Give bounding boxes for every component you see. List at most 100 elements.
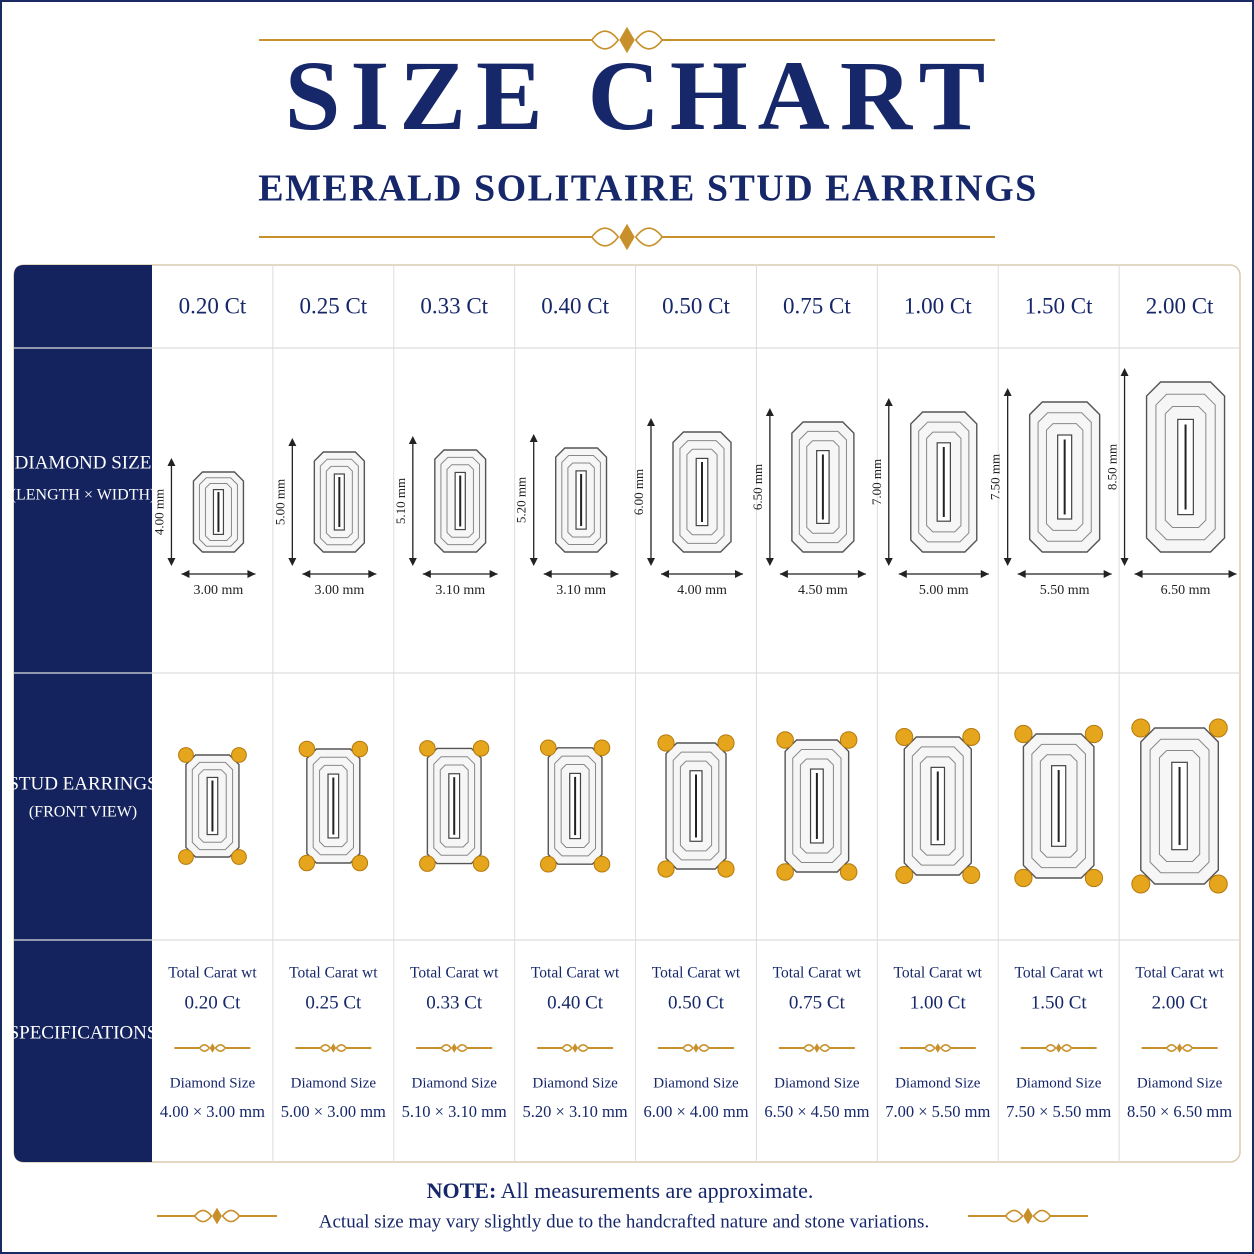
carat-header: 0.50 Ct (662, 293, 730, 318)
spec-size-label: Diamond Size (1137, 1075, 1223, 1091)
row-label-title: DIAMOND SIZE (15, 452, 152, 473)
prong (776, 863, 794, 881)
note-text: All measurements are approximate. (501, 1178, 814, 1203)
prong (1084, 868, 1104, 888)
length-label: 8.50 mm (1105, 444, 1120, 490)
ornament-flourish (561, 1044, 589, 1052)
diamond-step (560, 764, 590, 848)
arrow-head (181, 570, 256, 578)
width-label: 6.50 mm (1161, 583, 1211, 598)
diamond (784, 739, 850, 873)
diamond-step (433, 756, 476, 856)
prong (593, 739, 611, 757)
length-label: 7.00 mm (869, 459, 884, 505)
spec-carat: 1.00 Ct (910, 992, 967, 1013)
width-label: 4.00 mm (677, 583, 727, 598)
diamond-step (1039, 754, 1078, 858)
diamond (1028, 401, 1101, 553)
spec-size: 8.50 × 6.50 mm (1127, 1102, 1232, 1121)
prong (539, 739, 557, 757)
row-label-title: SPECIFICATIONS (9, 1022, 158, 1043)
diamond-step (911, 746, 964, 866)
spec-size-label: Diamond Size (532, 1075, 618, 1091)
diamond-step (446, 464, 474, 538)
diamond-step (672, 751, 720, 861)
prong (657, 734, 675, 752)
prong (419, 855, 436, 872)
prong (351, 740, 369, 758)
prong (298, 740, 316, 758)
prong (717, 734, 735, 752)
diamond-step (918, 421, 970, 543)
prong (539, 855, 557, 873)
row-label-subtitle: (FRONT VIEW) (29, 804, 137, 821)
disclaimer: Actual size may vary slightly due to the… (319, 1211, 929, 1232)
ornament-diamond (619, 223, 635, 251)
ornament-flourish (803, 1044, 831, 1052)
diamond-step (679, 440, 725, 544)
prong (472, 855, 490, 872)
spec-size: 4.00 × 3.00 mm (160, 1102, 265, 1121)
diamond-step (440, 456, 481, 546)
carat-header: 0.75 Ct (783, 293, 851, 318)
ornament-diamond (619, 26, 635, 54)
table-frame (13, 264, 1241, 1163)
spec-size: 7.00 × 5.50 mm (885, 1102, 990, 1121)
width-label: 3.00 mm (194, 583, 244, 598)
width-label: 4.50 mm (798, 583, 848, 598)
ornament-diamond (209, 1043, 216, 1053)
spec-size-label: Diamond Size (170, 1075, 256, 1091)
diamond-step (1037, 412, 1092, 542)
diamond-step (798, 430, 847, 544)
spec-carat: 0.25 Ct (305, 992, 362, 1013)
spec-size-label: Diamond Size (895, 1075, 981, 1091)
arrow-head (422, 570, 498, 578)
ornament-flourish (1166, 1044, 1193, 1052)
note-label: NOTE: (427, 1178, 497, 1203)
ornament-diamond (451, 1043, 458, 1053)
length-label: 5.20 mm (514, 477, 529, 523)
diamond-step (679, 760, 713, 852)
label-column (14, 265, 152, 1162)
diamond-step (1158, 749, 1201, 863)
ornament-diamond (1176, 1043, 1183, 1053)
diamond-step (198, 477, 238, 547)
prong (962, 866, 981, 884)
carat-header: 1.00 Ct (904, 293, 972, 318)
width-label: 3.00 mm (314, 583, 364, 598)
diamond (903, 736, 972, 876)
ornament-flourish (924, 1044, 952, 1052)
carat-header: 0.25 Ct (299, 293, 367, 318)
prong (1014, 868, 1033, 888)
row-label-title: STUD EARRINGS (8, 773, 157, 794)
ornament-flourish (591, 227, 663, 247)
carat-header: 2.00 Ct (1146, 293, 1214, 318)
prong (895, 728, 914, 746)
diamond (665, 742, 727, 870)
prong (231, 849, 247, 865)
carat-header: 0.40 Ct (541, 293, 609, 318)
diamond (1022, 733, 1095, 879)
spec-size: 5.10 × 3.10 mm (402, 1102, 507, 1121)
diamond-step (686, 448, 718, 536)
spec-carat: 2.00 Ct (1152, 992, 1209, 1013)
length-label: 7.50 mm (988, 454, 1003, 500)
diamond-step (198, 769, 227, 843)
length-label: 6.50 mm (750, 464, 765, 510)
prong (1131, 718, 1151, 738)
spec-carat-label: Total Carat wt (652, 965, 741, 982)
length-label: 5.00 mm (272, 479, 287, 525)
diamond (910, 411, 978, 553)
ornament-diamond (212, 1207, 222, 1225)
diamond-step (1031, 743, 1086, 869)
width-label: 5.50 mm (1040, 583, 1090, 598)
diamond (185, 754, 240, 858)
spec-carat: 0.20 Ct (184, 992, 241, 1013)
carat-header: 0.33 Ct (420, 293, 488, 318)
spec-size-label: Diamond Size (412, 1075, 498, 1091)
diamond (791, 421, 855, 553)
diamond-step (1164, 405, 1207, 529)
ornament-flourish (199, 1044, 226, 1052)
diamond (672, 431, 732, 553)
ornament-diamond (934, 1043, 941, 1053)
